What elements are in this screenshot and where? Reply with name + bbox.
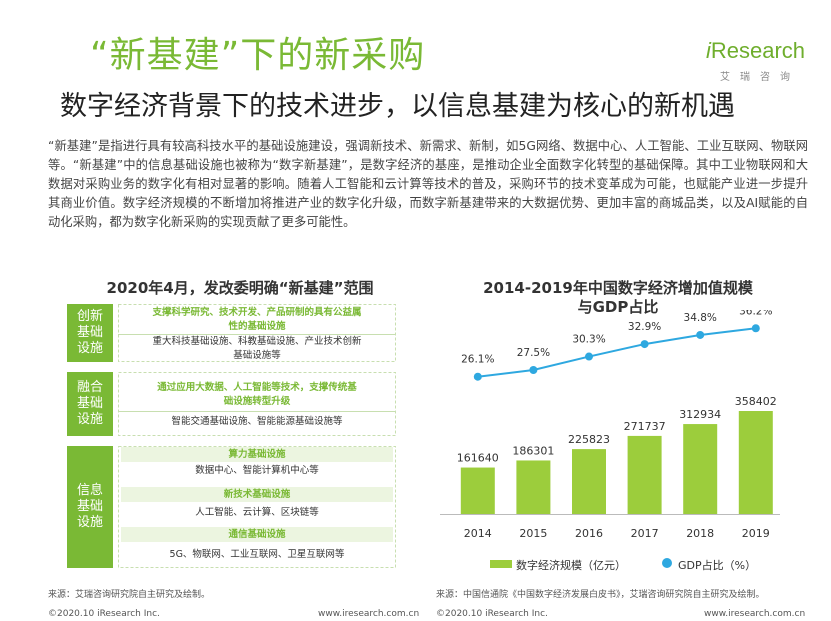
innovation-goal: 支撑科学研究、技术开发、产品研制的具有公益属 性的基础设施 [152, 307, 362, 332]
gdp-share-point [473, 372, 482, 381]
gdp-share-label: 26.1% [461, 354, 494, 366]
x-tick-label: 2016 [575, 527, 603, 540]
legend-line-label: GDP占比（%） [678, 559, 757, 572]
gdp-share-label: 27.5% [517, 347, 550, 359]
section-detail-communication: 5G、物联网、工业互联网、卫星互联网等 [169, 549, 345, 560]
section-header-communication: 通信基础设施 [121, 527, 393, 542]
section-detail-new-tech: 人工智能、云计算、区块链等 [195, 507, 319, 518]
gdp-share-line [477, 327, 756, 378]
bar-value-label: 271737 [624, 420, 666, 433]
panel-information: 算力基础设施 数据中心、智能计算机中心等 新技术基础设施 人工智能、云计算、区块… [118, 446, 396, 568]
x-tick-label: 2017 [631, 527, 659, 540]
x-tick-label: 2015 [519, 527, 547, 540]
bar-2017 [627, 435, 662, 514]
logo-brand: Research [710, 38, 806, 63]
x-tick-label: 2018 [686, 527, 714, 540]
footer-copyright-left: ©2020.10 iResearch Inc. [48, 609, 160, 619]
page-title: “新基建”下的新采购 [90, 35, 426, 76]
legend-line-dot [662, 558, 672, 568]
gdp-share-label: 32.9% [628, 321, 661, 333]
legend-bar-label: 数字经济规模（亿元） [516, 559, 626, 572]
scope-title: 2020年4月，发改委明确“新基建”范围 [106, 279, 374, 297]
gdp-share-point [585, 352, 593, 361]
gdp-share-label: 36.2% [739, 310, 772, 317]
footer-url-right[interactable]: www.iresearch.com.cn [704, 609, 806, 619]
panel-border [118, 304, 396, 362]
x-tick-label: 2014 [464, 527, 492, 540]
x-tick-label: 2019 [742, 527, 770, 540]
footer-url-left[interactable]: www.iresearch.com.cn [318, 609, 420, 619]
bar-2019 [738, 411, 773, 514]
gdp-share-label: 30.3% [572, 334, 605, 346]
divider [118, 334, 396, 335]
panel-integration: 通过应用大数据、人工智能等技术，支撑传统基 础设施转型升级 智能交通基础设施、智… [118, 372, 396, 436]
bar-value-label: 161640 [457, 452, 499, 465]
bar-2018 [683, 424, 718, 514]
panel-border [118, 446, 396, 568]
integration-goal: 通过应用大数据、人工智能等技术，支撑传统基 础设施转型升级 [157, 382, 357, 407]
iresearch-logo: iResearch 艾瑞咨询 [706, 38, 806, 86]
bar-value-label: 312934 [679, 408, 721, 421]
logo-i: i [706, 38, 711, 63]
gdp-share-point [751, 324, 760, 333]
bar-2014 [460, 467, 495, 514]
gdp-share-point [529, 366, 538, 374]
section-detail-computing: 数据中心、智能计算机中心等 [195, 465, 319, 476]
chart-title: 2014-2019年中国数字经济增加值规模 与GDP占比 [483, 279, 753, 316]
category-label-information: 信息 基础 设施 [67, 446, 113, 568]
page-subtitle: 数字经济背景下的技术进步，以信息基建为核心的新机遇 [60, 91, 735, 122]
chart-svg: 161640 2014 186301 2015 225823 2016 271737 2017… [440, 310, 780, 540]
gdp-share-point [640, 340, 649, 349]
bar-value-label: 225823 [568, 433, 610, 446]
bar-2015 [516, 460, 551, 514]
intro-paragraph: “新基建”是指进行具有较高科技水平的基础设施建设，强调新技术、新需求、新制，如5… [48, 139, 808, 229]
logo-wordmark: iResearch [706, 38, 805, 64]
logo-subtext: 艾瑞咨询 [720, 72, 800, 83]
bar-value-label: 358402 [735, 395, 777, 408]
section-header-new-tech: 新技术基础设施 [121, 487, 393, 502]
bar-2016 [572, 449, 606, 514]
section-header-computing: 算力基础设施 [121, 447, 393, 462]
bar-value-label: 186301 [512, 444, 554, 457]
footer-copyright-right: ©2020.10 iResearch Inc. [436, 609, 548, 619]
gdp-share-label: 34.8% [684, 312, 717, 324]
category-label-integration: 融合 基础 设施 [67, 372, 113, 436]
divider [118, 411, 396, 412]
legend-bar-swatch [490, 560, 512, 568]
integration-detail: 智能交通基础设施、智能能源基础设施等 [171, 416, 343, 427]
category-label-innovation: 创新 基础 设施 [67, 304, 113, 362]
panel-innovation: 支撑科学研究、技术开发、产品研制的具有公益属 性的基础设施 重大科技基础设施、科… [118, 304, 396, 362]
innovation-detail: 重大科技基础设施、科教基础设施、产业技术创新 基础设施等 [152, 336, 362, 361]
chart-source: 来源：中国信通院《中国数字经济发展白皮书》，艾瑞咨询研究院自主研究及绘制。 [436, 590, 765, 600]
left-source: 来源：艾瑞咨询研究院自主研究及绘制。 [48, 590, 211, 600]
gdp-share-point [696, 330, 705, 339]
